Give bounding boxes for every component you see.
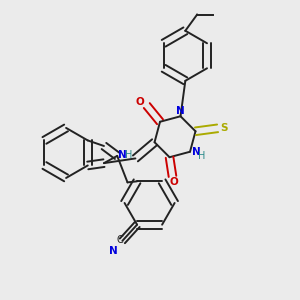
Text: H: H — [197, 151, 205, 161]
Text: O: O — [169, 177, 178, 187]
Text: N: N — [109, 246, 118, 256]
Text: H: H — [125, 150, 133, 160]
Text: N: N — [118, 150, 127, 160]
Text: O: O — [135, 97, 144, 107]
Text: N: N — [176, 106, 185, 116]
Text: N: N — [192, 147, 201, 157]
Text: S: S — [220, 123, 228, 133]
Text: C: C — [117, 235, 123, 245]
